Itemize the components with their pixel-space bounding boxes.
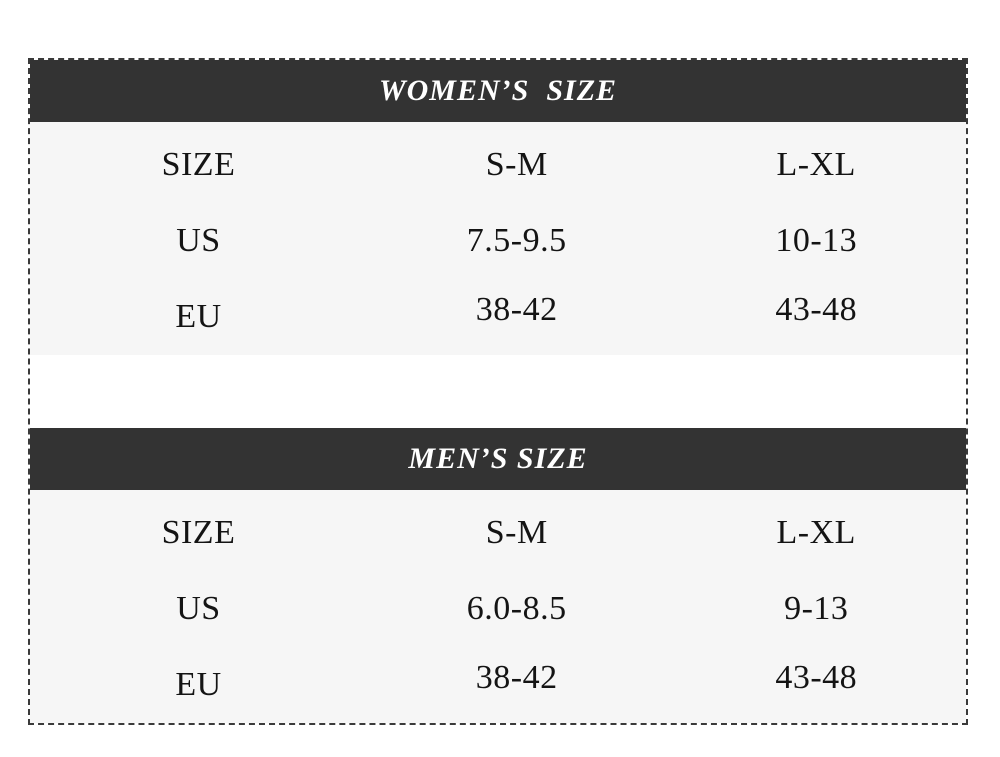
row-label-cell: EU — [175, 666, 222, 703]
size-value-cell: 43-48 — [775, 659, 858, 696]
size-value-cell: 7.5-9.5 — [466, 222, 567, 259]
table-row: US 6.0-8.5 9-13 — [30, 571, 966, 647]
row-label-cell: SIZE — [161, 146, 236, 183]
size-value-cell: 9-13 — [784, 590, 849, 627]
row-label-cell: SIZE — [161, 514, 236, 551]
table-row: EU 38-42 43-48 — [30, 647, 966, 723]
women-table-body: SIZE S-M L-XL US 7.5-9.5 10-13 EU 38-42 … — [30, 122, 966, 355]
row-label-cell: US — [176, 590, 221, 627]
size-value-cell: 6.0-8.5 — [466, 590, 567, 627]
size-value-cell: L-XL — [776, 146, 856, 183]
size-value-cell: S-M — [485, 146, 548, 183]
row-label-cell: US — [176, 222, 221, 259]
table-row: SIZE S-M L-XL — [30, 127, 966, 203]
row-label-cell: EU — [175, 298, 222, 335]
size-value-cell: 43-48 — [775, 291, 858, 328]
size-value-cell: 38-42 — [475, 659, 558, 696]
women-table-header-bar: WOMEN’S SIZE — [30, 60, 966, 122]
women-table-title: WOMEN’S SIZE — [378, 74, 618, 107]
table-row: US 7.5-9.5 10-13 — [30, 203, 966, 279]
size-value-cell: L-XL — [776, 514, 856, 551]
table-row: SIZE S-M L-XL — [30, 495, 966, 571]
size-value-cell: 38-42 — [475, 291, 558, 328]
table-row: EU 38-42 43-48 — [30, 279, 966, 355]
men-table-header-bar: MEN’S SIZE — [30, 428, 966, 490]
tables-gap — [30, 355, 966, 428]
size-value-cell: S-M — [485, 514, 548, 551]
men-table-title: MEN’S SIZE — [408, 442, 588, 475]
size-value-cell: 10-13 — [775, 222, 858, 259]
size-chart: WOMEN’S SIZE SIZE S-M L-XL US 7.5-9.5 10… — [28, 58, 968, 725]
men-table-body: SIZE S-M L-XL US 6.0-8.5 9-13 EU 38-42 4… — [30, 490, 966, 723]
